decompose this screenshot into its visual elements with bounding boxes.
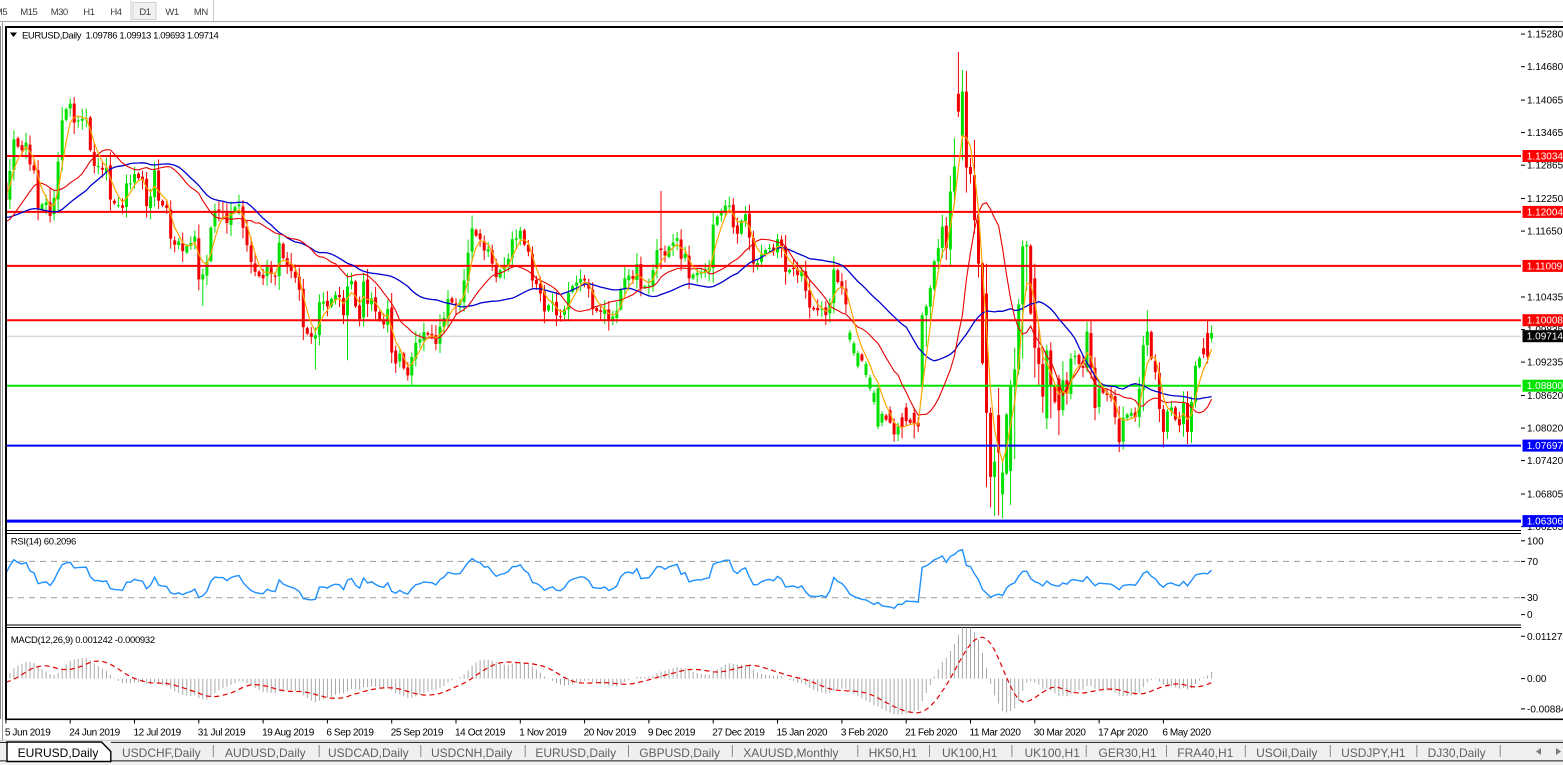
svg-text:1.06205: 1.06205 bbox=[1527, 522, 1563, 533]
svg-text:1.14680: 1.14680 bbox=[1527, 62, 1563, 73]
svg-text:1.13465: 1.13465 bbox=[1527, 128, 1563, 139]
svg-text:1.12004: 1.12004 bbox=[1527, 207, 1563, 218]
svg-text:UK100,H1: UK100,H1 bbox=[1025, 746, 1081, 760]
svg-text:-0.008845: -0.008845 bbox=[1527, 704, 1563, 715]
svg-text:M5: M5 bbox=[0, 7, 7, 18]
svg-text:1.10008: 1.10008 bbox=[1527, 316, 1563, 327]
svg-text:5 Jun 2019: 5 Jun 2019 bbox=[5, 728, 51, 739]
svg-text:1.08020: 1.08020 bbox=[1527, 424, 1563, 435]
svg-text:1.08800: 1.08800 bbox=[1527, 381, 1563, 392]
svg-text:AUDUSD,Daily: AUDUSD,Daily bbox=[225, 746, 306, 760]
svg-text:14 Oct 2019: 14 Oct 2019 bbox=[455, 728, 506, 739]
svg-text:1.12865: 1.12865 bbox=[1527, 161, 1563, 172]
svg-text:1.11009: 1.11009 bbox=[1527, 261, 1563, 272]
svg-text:0.011277: 0.011277 bbox=[1527, 632, 1563, 643]
svg-text:1.14065: 1.14065 bbox=[1527, 96, 1563, 107]
svg-text:0.00: 0.00 bbox=[1527, 674, 1547, 685]
svg-text:USDCHF,Daily: USDCHF,Daily bbox=[122, 746, 201, 760]
svg-text:HK50,H1: HK50,H1 bbox=[869, 746, 918, 760]
svg-text:1 Nov 2019: 1 Nov 2019 bbox=[519, 728, 567, 739]
svg-text:1.07420: 1.07420 bbox=[1527, 456, 1563, 467]
svg-text:1.07697: 1.07697 bbox=[1527, 441, 1563, 452]
svg-text:25 Sep 2019: 25 Sep 2019 bbox=[391, 728, 444, 739]
svg-text:15 Jan 2020: 15 Jan 2020 bbox=[777, 728, 828, 739]
svg-text:1.12250: 1.12250 bbox=[1527, 194, 1563, 205]
svg-text:3 Feb 2020: 3 Feb 2020 bbox=[841, 728, 888, 739]
svg-text:D1: D1 bbox=[139, 7, 150, 18]
svg-text:0: 0 bbox=[1527, 610, 1533, 621]
svg-text:EURUSD,Daily: EURUSD,Daily bbox=[535, 746, 616, 760]
svg-text:30 Mar 2020: 30 Mar 2020 bbox=[1034, 728, 1087, 739]
svg-text:30: 30 bbox=[1527, 593, 1539, 604]
svg-text:M30: M30 bbox=[51, 7, 68, 18]
svg-text:1.06805: 1.06805 bbox=[1527, 490, 1563, 501]
svg-text:XAUUSD,Monthly: XAUUSD,Monthly bbox=[743, 746, 838, 760]
svg-text:USOil,Daily: USOil,Daily bbox=[1256, 746, 1317, 760]
svg-text:17 Apr 2020: 17 Apr 2020 bbox=[1098, 728, 1148, 739]
svg-text:27 Dec 2019: 27 Dec 2019 bbox=[712, 728, 765, 739]
svg-text:FRA40,H1: FRA40,H1 bbox=[1177, 746, 1233, 760]
svg-text:1.09235: 1.09235 bbox=[1527, 358, 1563, 369]
svg-text:6 May 2020: 6 May 2020 bbox=[1162, 728, 1211, 739]
svg-text:24 Jun 2019: 24 Jun 2019 bbox=[69, 728, 120, 739]
svg-text:11 Mar 2020: 11 Mar 2020 bbox=[970, 728, 1022, 739]
svg-text:1.10435: 1.10435 bbox=[1527, 293, 1563, 304]
svg-text:EURUSD,Daily 1.09786 1.09913: EURUSD,Daily 1.09786 1.09913 1.09693 1.0… bbox=[22, 31, 219, 42]
svg-text:1.15280: 1.15280 bbox=[1527, 30, 1563, 41]
svg-text:H1: H1 bbox=[83, 7, 94, 18]
svg-text:RSI(14) 60.2096: RSI(14) 60.2096 bbox=[11, 537, 76, 548]
svg-text:20 Nov 2019: 20 Nov 2019 bbox=[584, 728, 637, 739]
svg-text:31 Jul 2019: 31 Jul 2019 bbox=[198, 728, 246, 739]
svg-text:GBPUSD,Daily: GBPUSD,Daily bbox=[639, 746, 720, 760]
svg-text:1.08620: 1.08620 bbox=[1527, 391, 1563, 402]
svg-text:19 Aug 2019: 19 Aug 2019 bbox=[262, 728, 315, 739]
svg-text:6 Sep 2019: 6 Sep 2019 bbox=[326, 728, 374, 739]
svg-text:M15: M15 bbox=[20, 7, 37, 18]
svg-text:1.13034: 1.13034 bbox=[1527, 152, 1563, 163]
svg-text:USDCNH,Daily: USDCNH,Daily bbox=[431, 746, 512, 760]
svg-text:UK100,H1: UK100,H1 bbox=[942, 746, 998, 760]
svg-text:9 Dec 2019: 9 Dec 2019 bbox=[648, 728, 696, 739]
svg-text:12 Jul 2019: 12 Jul 2019 bbox=[134, 728, 182, 739]
svg-text:MACD(12,26,9) 0.001242 -0.0009: MACD(12,26,9) 0.001242 -0.000932 bbox=[11, 635, 155, 646]
svg-text:DJ30,Daily: DJ30,Daily bbox=[1428, 746, 1486, 760]
svg-text:1.09714: 1.09714 bbox=[1527, 332, 1563, 343]
svg-text:H4: H4 bbox=[110, 7, 121, 18]
svg-text:EURUSD,Daily: EURUSD,Daily bbox=[18, 746, 99, 760]
svg-text:MN: MN bbox=[194, 7, 208, 18]
svg-text:1.06306: 1.06306 bbox=[1527, 517, 1563, 528]
svg-text:USDJPY,H1: USDJPY,H1 bbox=[1341, 746, 1406, 760]
svg-text:W1: W1 bbox=[165, 7, 178, 18]
svg-text:1.11650: 1.11650 bbox=[1527, 227, 1563, 238]
svg-text:70: 70 bbox=[1527, 557, 1539, 568]
svg-text:100: 100 bbox=[1527, 536, 1544, 547]
svg-text:USDCAD,Daily: USDCAD,Daily bbox=[328, 746, 409, 760]
svg-text:GER30,H1: GER30,H1 bbox=[1099, 746, 1157, 760]
svg-text:21 Feb 2020: 21 Feb 2020 bbox=[905, 728, 958, 739]
